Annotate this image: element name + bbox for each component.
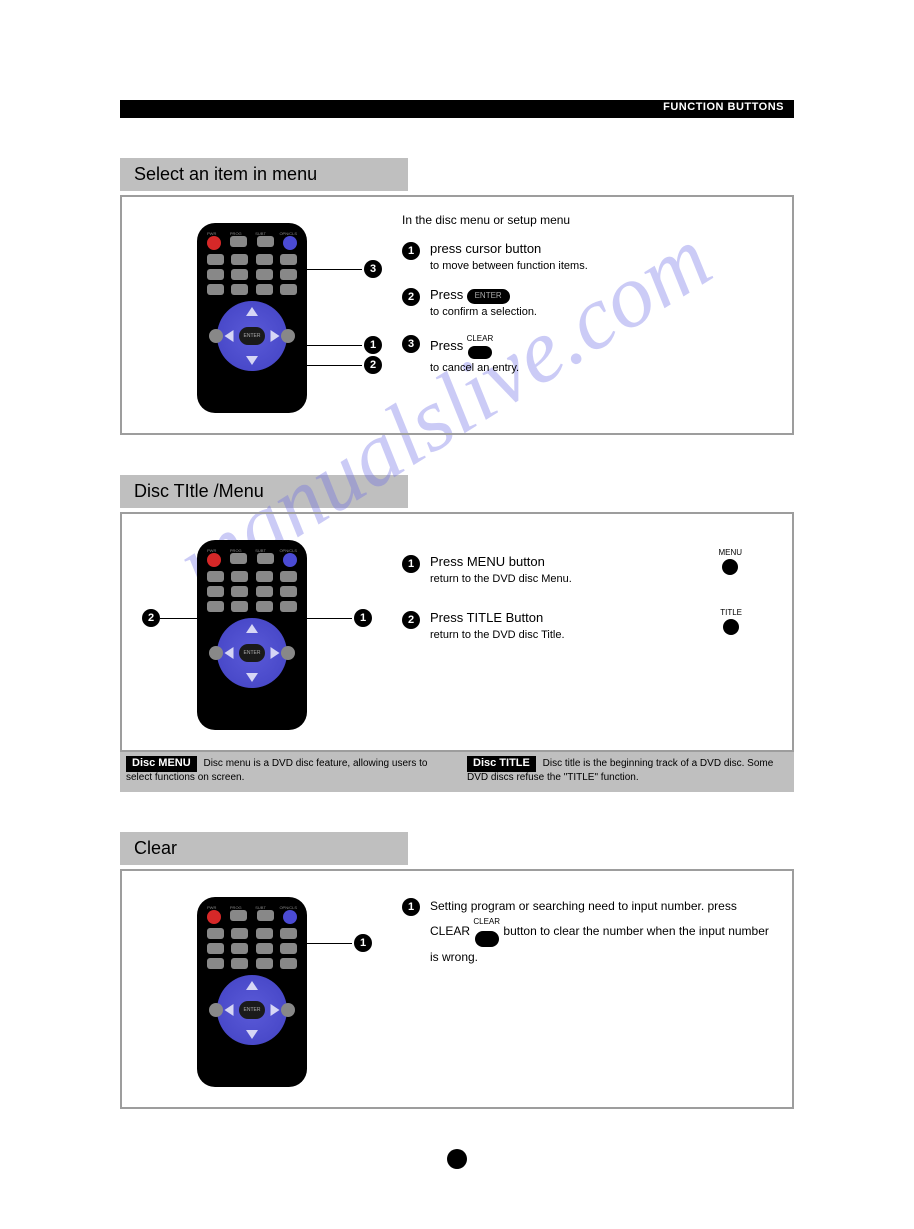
title-button-icon: TITLE (720, 608, 742, 635)
callout-2: 2 (364, 356, 382, 374)
step-title: Press TITLE Button (430, 610, 543, 625)
disc-menu-label: Disc MENU (126, 756, 197, 772)
remote-control: PWRPROGSUBTOPN/CLS ENTER (197, 897, 307, 1087)
step-title: Press (430, 287, 463, 302)
step-subtitle: to move between function items. (430, 260, 588, 272)
section-title-clear: Clear (120, 832, 408, 865)
clear-label: CLEAR (467, 334, 494, 344)
enter-pill-icon: ENTER (467, 289, 510, 303)
remote-area-disc: PWRPROGSUBTOPN/CLS ENTER (142, 530, 362, 730)
remote-area-select: PWRPROGSUBTOPN/CLS ENTER (142, 213, 362, 413)
power-icon (207, 236, 221, 250)
remote-control: PWRPROGSUBTOPN/CLS ENTER (197, 540, 307, 730)
remote-area-clear: PWRPROGSUBTOPN/CLS ENTER (142, 887, 362, 1087)
power-icon (207, 553, 221, 567)
clear-pill-icon (468, 346, 492, 359)
eject-icon (283, 236, 297, 250)
step-number: 1 (402, 898, 420, 916)
callout-1: 1 (354, 934, 372, 952)
step-subtitle: to confirm a selection. (430, 306, 537, 318)
step-number: 1 (402, 242, 420, 260)
section-title-select: Select an item in menu (120, 158, 408, 191)
remote-control: PWRPROGSUBTOPN/CLS ENTER (197, 223, 307, 413)
step-subtitle: return to the DVD disc Menu. (430, 573, 572, 585)
step-subtitle: return to the DVD disc Title. (430, 629, 565, 641)
step-number: 1 (402, 555, 420, 573)
step-number: 2 (402, 288, 420, 306)
callout-2: 2 (142, 609, 160, 627)
instructions-disc: 1 Press MENU button return to the DVD di… (402, 530, 772, 730)
step-title: Press (430, 338, 463, 353)
eject-icon (283, 910, 297, 924)
header-title: FUNCTION BUTTONS (663, 101, 784, 113)
panel-clear: PWRPROGSUBTOPN/CLS ENTER (120, 869, 794, 1109)
definitions-bar: Disc MENU Disc menu is a DVD disc featur… (120, 752, 794, 792)
intro-text: In the disc menu or setup menu (402, 213, 772, 227)
eject-icon (283, 553, 297, 567)
clear-label: CLEAR (473, 916, 500, 929)
panel-select: PWRPROGSUBTOPN/CLS ENTER (120, 195, 794, 435)
manual-page: manualslive.com FUNCTION BUTTONS Select … (0, 0, 914, 1229)
callout-3: 3 (364, 260, 382, 278)
step-number: 2 (402, 611, 420, 629)
dpad: ENTER (217, 301, 287, 371)
power-icon (207, 910, 221, 924)
step-number: 3 (402, 335, 420, 353)
disc-title-label: Disc TITLE (467, 756, 536, 772)
instructions-clear: 1 Setting program or searching need to i… (402, 887, 772, 1087)
dpad: ENTER (217, 975, 287, 1045)
section-title-disc: Disc TItle /Menu (120, 475, 408, 508)
menu-button-icon: MENU (718, 548, 742, 575)
page-number-dot (447, 1149, 467, 1169)
instructions-select: In the disc menu or setup menu 1 press c… (402, 213, 772, 413)
callout-1: 1 (364, 336, 382, 354)
step-title: press cursor button (430, 241, 541, 256)
header-bar: FUNCTION BUTTONS (120, 100, 794, 118)
panel-disc: PWRPROGSUBTOPN/CLS ENTER (120, 512, 794, 752)
clear-pill-icon (475, 931, 499, 946)
step-title: Press MENU button (430, 554, 545, 569)
step-subtitle: to cancel an entry. (430, 362, 519, 374)
callout-1: 1 (354, 609, 372, 627)
dpad: ENTER (217, 618, 287, 688)
